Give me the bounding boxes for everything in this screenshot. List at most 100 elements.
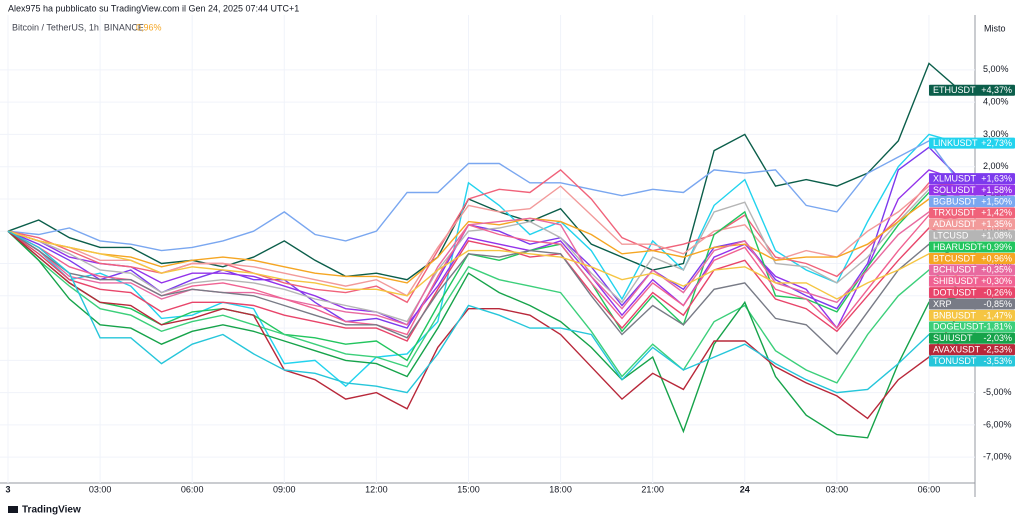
series-line [7, 133, 960, 388]
series-label: SOLUSDT +1,58% [929, 184, 1015, 196]
label-box [929, 137, 1015, 149]
label-box [929, 344, 1015, 356]
series-label: SUIUSDT -2,03% [929, 332, 1015, 344]
series-line [7, 140, 961, 252]
series-line [7, 169, 960, 330]
label-box [929, 84, 1015, 96]
chart-title: Bitcoin / TetherUS, 1h, BINANCE [12, 22, 144, 32]
legend-name: HBARUSDT [933, 242, 983, 252]
brand: TradingView [22, 505, 81, 516]
legend-name: TONUSDT [933, 356, 977, 366]
x-tick-label: 03:00 [826, 484, 849, 494]
y-tick-label: -5,00% [983, 387, 1012, 397]
series-label: ETHUSDT +4,37% [929, 84, 1015, 96]
series-label: DOGEUSDT -1,81% [929, 321, 1015, 333]
legend-name: SHIBUSDT [933, 276, 979, 286]
title-value: 0,96% [136, 22, 162, 32]
y-tick-label: 5,00% [983, 64, 1009, 74]
value-label: +0,99% [981, 242, 1012, 252]
value-label: -0,85% [983, 299, 1012, 309]
series-line [7, 211, 960, 326]
legend-name: AVAXUSDT [933, 345, 981, 355]
series-label: TRXUSDT +1,42% [929, 207, 1015, 219]
series-label: BNBUSDT -1,47% [929, 309, 1015, 321]
series-label: HBARUSDT+0,99% [929, 241, 1015, 253]
value-label: +1,35% [981, 219, 1012, 229]
series-label: BCHUSDT +0,35% [929, 264, 1015, 276]
label-box [929, 298, 1015, 310]
y-tick-label: 2,00% [983, 161, 1009, 171]
label-box [929, 275, 1015, 287]
series-line [7, 230, 961, 300]
legend-name: TRXUSDT [933, 208, 976, 218]
value-label: +1,58% [981, 185, 1012, 195]
scale-mode[interactable]: Misto [984, 23, 1006, 33]
value-label: +0,35% [981, 265, 1012, 275]
value-label: -1,81% [983, 322, 1012, 332]
legend-name: ADAUSDT [933, 219, 977, 229]
x-tick-label: 21:00 [641, 484, 664, 494]
series-label: BGBUSDT +1,50% [929, 195, 1015, 207]
label-box [929, 218, 1015, 230]
value-label: -3,53% [983, 356, 1012, 366]
legend-name: XLMUSDT [933, 174, 977, 184]
series-label: ADAUSDT +1,35% [929, 218, 1015, 230]
series-line [7, 230, 960, 439]
x-tick-label: 18:00 [549, 484, 572, 494]
logo [8, 506, 18, 513]
label-box [929, 321, 1015, 333]
series-line [7, 227, 960, 342]
legend-name: SUIUSDT [933, 333, 973, 343]
x-tick-label: 06:00 [181, 484, 204, 494]
series-line [7, 62, 961, 281]
legend-name: BTCUSDT [933, 253, 976, 263]
series-line [7, 146, 961, 329]
series-label: AVAXUSDT -2,53% [929, 344, 1015, 356]
value-label: -0,26% [983, 288, 1012, 298]
series-line [7, 230, 961, 420]
y-tick-label: -6,00% [983, 419, 1012, 429]
series-line [7, 230, 960, 355]
legend-name: BCHUSDT [933, 265, 977, 275]
value-label: -2,03% [983, 333, 1012, 343]
x-tick-label: 15:00 [457, 484, 480, 494]
series-label: LINKUSDT +2,73% [929, 137, 1015, 149]
label-box [929, 207, 1015, 219]
label-box [929, 173, 1015, 185]
series-label: XRP -0,85% [929, 298, 1015, 310]
value-label: -1,47% [983, 310, 1012, 320]
series-line [7, 230, 960, 394]
label-box [929, 241, 1015, 253]
value-label: -2,53% [983, 345, 1012, 355]
value-label: +2,73% [981, 138, 1012, 148]
grid [0, 15, 975, 483]
label-box [929, 264, 1015, 276]
legend-name: XRP [933, 299, 952, 309]
legend-name: DOGEUSDT [933, 322, 985, 332]
x-tick-label: 03:00 [89, 484, 112, 494]
series-line [7, 230, 961, 384]
value-label: +4,37% [981, 85, 1012, 95]
legend-name: DOTUSDT [933, 288, 977, 298]
series-label: XLMUSDT +1,63% [929, 173, 1015, 185]
legend-name: LINKUSDT [933, 138, 978, 148]
label-box [929, 287, 1015, 299]
x-tick-label: 12:00 [365, 484, 388, 494]
label-box [929, 195, 1015, 207]
value-label: +1,08% [981, 231, 1012, 241]
x-tick-label: 3 [5, 484, 10, 494]
label-box [929, 230, 1015, 242]
label-box [929, 355, 1015, 367]
y-tick-label: 3,00% [983, 129, 1009, 139]
series-label: BTCUSDT +0,96% [929, 252, 1015, 264]
label-box [929, 184, 1015, 196]
label-box [929, 332, 1015, 344]
label-box [929, 309, 1015, 321]
x-tick-label: 24 [740, 484, 750, 494]
legend-name: ETHUSDT [933, 85, 976, 95]
value-label: +1,63% [981, 174, 1012, 184]
value-label: +0,30% [981, 276, 1012, 286]
value-label: +1,42% [981, 208, 1012, 218]
y-tick-label: -7,00% [983, 452, 1012, 462]
